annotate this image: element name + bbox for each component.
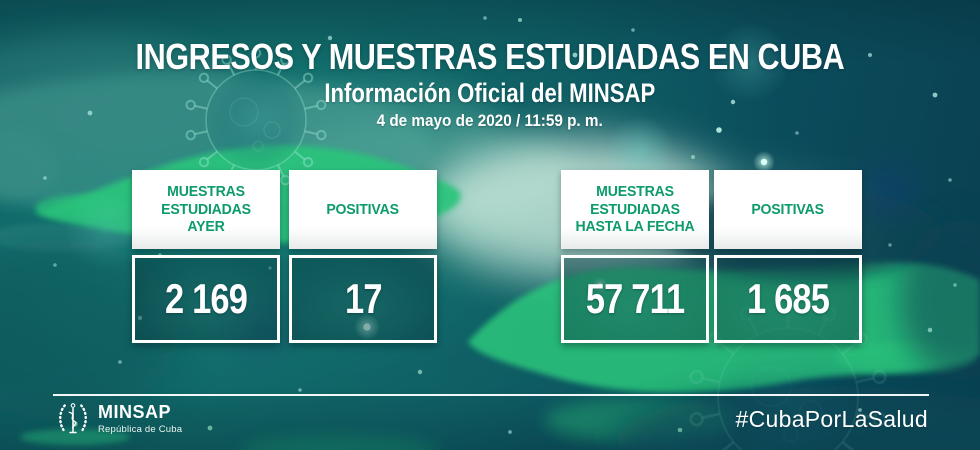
stat-card-muestras-ayer: MUESTRAS ESTUDIADAS AYER 2 169 [132,170,280,343]
minsap-emblem-icon [59,403,87,434]
footer-divider [53,394,929,396]
stat-value-box: 2 169 [132,255,280,343]
stat-value-box: 57 711 [561,255,709,343]
stat-value: 57 711 [585,275,685,322]
org-name: MINSAP [98,402,172,422]
page-subtitle: Información Oficial del MINSAP [324,78,656,108]
stat-value: 17 [344,275,382,322]
stat-label: POSITIVAS [714,170,862,249]
minsap-brand: MINSAP República de Cuba [55,399,182,439]
page-title: INGRESOS Y MUESTRAS ESTUDIADAS EN CUBA [135,36,845,77]
campaign-hashtag: #CubaPorLaSalud [735,406,928,432]
stat-value: 2 169 [164,275,248,322]
stat-label: MUESTRAS ESTUDIADAS HASTA LA FECHA [561,170,709,249]
stat-value-box: 17 [289,255,437,343]
stat-card-positivas-ayer: POSITIVAS 17 [289,170,437,343]
stat-value-box: 1 685 [714,255,862,343]
report-date: 4 de mayo de 2020 / 11:59 p. m. [376,111,604,130]
stat-card-positivas-totales: POSITIVAS 1 685 [714,170,862,343]
stat-card-muestras-totales: MUESTRAS ESTUDIADAS HASTA LA FECHA 57 71… [561,170,709,343]
stat-label: MUESTRAS ESTUDIADAS AYER [132,170,280,249]
stat-value: 1 685 [746,275,830,322]
org-subtitle: República de Cuba [98,424,183,435]
stat-label: POSITIVAS [289,170,437,249]
brand-text: MINSAP República de Cuba [98,403,182,435]
